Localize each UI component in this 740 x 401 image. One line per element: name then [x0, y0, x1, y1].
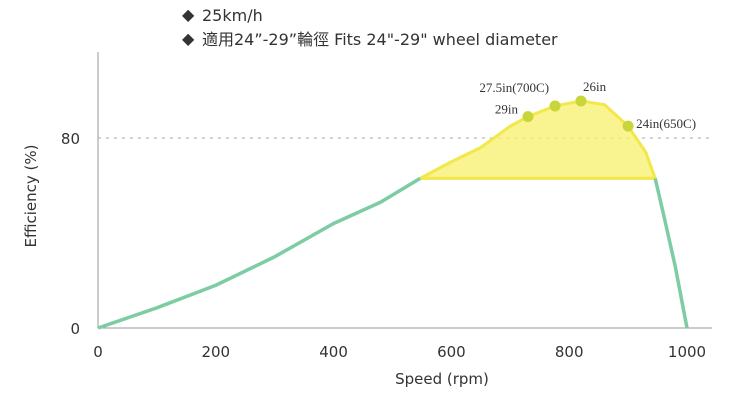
wheel-point: [575, 95, 587, 107]
notes: ◆ 25km/h ◆ 適用24”-29”輪徑 Fits 24"-29" whee…: [182, 5, 558, 49]
note-speed: 25km/h: [202, 6, 263, 25]
x-tick-label: 600: [437, 343, 466, 361]
wheel-point: [622, 120, 634, 132]
x-axis-label: Speed (rpm): [395, 370, 489, 388]
wheel-point-label: 24in(650C): [636, 116, 696, 131]
note-bullet-icon: ◆: [182, 29, 195, 48]
x-tick-label: 0: [93, 343, 103, 361]
y-tick-label: 0: [70, 320, 80, 338]
wheel-point-label: 26in: [583, 79, 607, 94]
wheel-point-label: 27.5in(700C): [479, 80, 549, 95]
y-axis-label: Efficiency (%): [22, 145, 40, 248]
note-wheel: 適用24”-29”輪徑 Fits 24"-29" wheel diameter: [202, 30, 558, 49]
efficiency-curve-falling: [653, 177, 689, 329]
y-tick-label: 80: [61, 130, 80, 148]
x-tick-label: 200: [201, 343, 230, 361]
efficiency-curve-rising: [97, 176, 422, 330]
wheel-point-label: 29in: [495, 102, 519, 117]
note-bullet-icon: ◆: [182, 5, 195, 24]
highlight-region: [418, 99, 657, 180]
x-tick-label: 800: [555, 343, 584, 361]
x-tick-label: 1000: [668, 343, 706, 361]
wheel-point: [522, 111, 534, 123]
wheel-point: [549, 100, 561, 112]
x-tick-label: 400: [319, 343, 348, 361]
